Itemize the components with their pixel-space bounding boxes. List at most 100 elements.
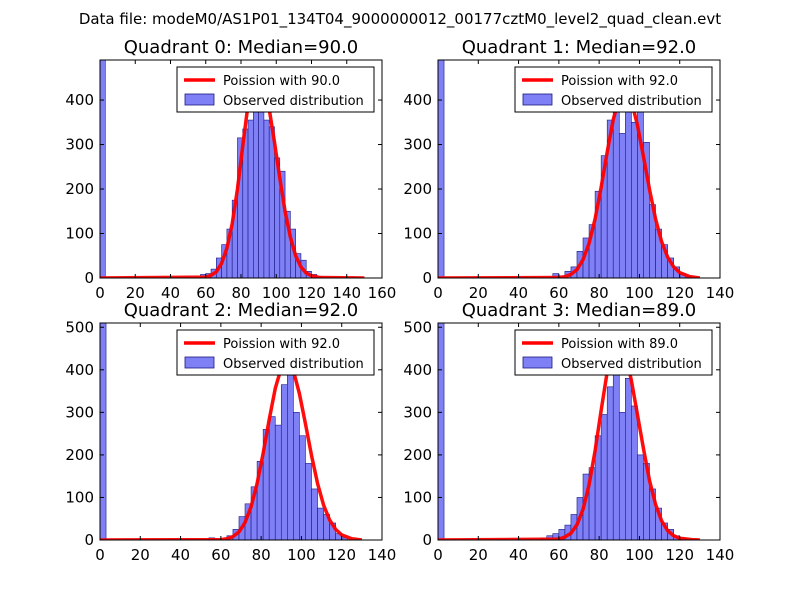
- y-tick-label: 100: [65, 225, 94, 243]
- histogram-bar: [317, 507, 324, 540]
- x-tick-label: 40: [171, 546, 190, 564]
- y-tick-label: 400: [65, 361, 94, 379]
- x-tick-label: 40: [509, 284, 528, 302]
- x-tick-label: 80: [590, 546, 609, 564]
- y-tick-label: 0: [422, 531, 432, 549]
- x-tick-label: 80: [252, 546, 271, 564]
- y-tick-label: 100: [65, 488, 94, 506]
- histogram-bar: [100, 323, 107, 540]
- x-tick-label: 140: [368, 546, 397, 564]
- y-tick-label: 200: [65, 446, 94, 464]
- figure-suptitle: Data file: modeM0/AS1P01_134T04_90000000…: [79, 10, 721, 29]
- legend-label-poisson: Poission with 92.0: [561, 74, 678, 89]
- y-tick-label: 200: [403, 446, 432, 464]
- x-tick-label: 100: [262, 284, 291, 302]
- histogram-bar: [631, 405, 638, 540]
- quadrant-2-panel: 0 20 40 60 80 100 120 140 0 100 200 300 400 500 Quadra…: [65, 300, 396, 564]
- histogram-bar: [618, 412, 626, 540]
- histogram-bar: [438, 60, 445, 278]
- legend-label-observed: Observed distribution: [561, 94, 702, 109]
- histogram-bar: [438, 323, 445, 540]
- y-tick-label: 0: [422, 269, 432, 287]
- histogram-bar: [600, 414, 608, 540]
- quadrant-0-panel: 0 20 40 60 80 100 120 140 160 0 100 200 300 400 Quadra…: [65, 37, 396, 302]
- x-tick-label: 80: [590, 284, 609, 302]
- y-tick-label: 500: [403, 318, 432, 336]
- histogram-bar: [287, 369, 294, 540]
- legend-bar-swatch: [184, 93, 215, 106]
- y-tick-label: 300: [65, 403, 94, 421]
- x-tick-label: 60: [211, 546, 230, 564]
- legend: Poission with 90.0 Observed distribution: [176, 66, 375, 113]
- histogram-bar: [247, 119, 254, 278]
- x-tick-label: 100: [625, 546, 654, 564]
- x-tick-label: 0: [95, 284, 105, 302]
- legend-bar-swatch: [184, 356, 215, 369]
- y-tick-label: 400: [403, 91, 432, 109]
- y-tick-label: 300: [65, 136, 94, 154]
- y-tick-label: 400: [65, 91, 94, 109]
- x-tick-label: 40: [509, 546, 528, 564]
- x-tick-label: 140: [706, 284, 735, 302]
- x-tick-label: 60: [549, 546, 568, 564]
- x-tick-label: 140: [332, 284, 361, 302]
- x-tick-label: 120: [297, 284, 326, 302]
- histogram-bar: [637, 454, 644, 540]
- legend-label-observed: Observed distribution: [223, 357, 364, 372]
- legend-bar-swatch: [522, 356, 553, 369]
- x-tick-label: 60: [549, 284, 568, 302]
- y-tick-label: 400: [403, 361, 432, 379]
- legend-label-observed: Observed distribution: [223, 94, 364, 109]
- histogram-bar: [631, 121, 638, 278]
- y-tick-label: 300: [403, 403, 432, 421]
- axes-frame: [99, 322, 383, 541]
- histogram-bar: [274, 424, 282, 540]
- histogram-bar: [258, 104, 265, 278]
- x-tick-label: 20: [126, 284, 145, 302]
- histogram-bar: [625, 378, 632, 540]
- histogram-bar: [100, 60, 106, 278]
- quadrant-0-title: Quadrant 0: Median=90.0: [124, 37, 359, 58]
- x-tick-label: 60: [196, 284, 215, 302]
- histogram-bar: [612, 360, 620, 540]
- legend: Poission with 92.0 Observed distribution: [514, 66, 713, 113]
- legend: Poission with 89.0 Observed distribution: [514, 329, 713, 376]
- y-tick-label: 200: [65, 180, 94, 198]
- histogram-bar: [299, 435, 306, 540]
- legend: Poission with 92.0 Observed distribution: [176, 329, 375, 376]
- x-tick-label: 20: [131, 546, 150, 564]
- histogram-bar: [280, 384, 288, 540]
- quadrant-3-panel: 0 20 40 60 80 100 120 140 0 100 200 300 400 500 Quadra…: [403, 300, 734, 564]
- histogram-bar: [268, 126, 275, 278]
- quadrant-1-panel: 0 20 40 60 80 100 120 140 0 100 200 300 400 Quadrant …: [403, 37, 734, 302]
- y-tick-label: 0: [84, 531, 94, 549]
- y-tick-label: 0: [84, 269, 94, 287]
- x-tick-label: 0: [433, 546, 443, 564]
- histogram-bar: [606, 386, 614, 540]
- legend-bar-swatch: [522, 93, 553, 106]
- x-tick-label: 120: [665, 284, 694, 302]
- histogram-bar: [268, 416, 276, 540]
- x-tick-label: 20: [469, 546, 488, 564]
- y-tick-label: 200: [403, 180, 432, 198]
- histogram-bar: [612, 99, 620, 278]
- x-tick-label: 100: [287, 546, 316, 564]
- histogram-bar: [263, 119, 270, 278]
- x-tick-label: 120: [327, 546, 356, 564]
- legend-label-poisson: Poission with 92.0: [223, 337, 340, 352]
- quadrant-2-title: Quadrant 2: Median=92.0: [124, 300, 359, 321]
- x-tick-label: 0: [433, 284, 443, 302]
- histogram-bar: [253, 90, 259, 278]
- histogram-bar: [618, 133, 626, 278]
- x-tick-label: 40: [161, 284, 180, 302]
- x-tick-label: 160: [368, 284, 397, 302]
- quadrant-1-title: Quadrant 1: Median=92.0: [462, 37, 697, 58]
- quadrant-3-title: Quadrant 3: Median=89.0: [462, 300, 697, 321]
- y-tick-label: 100: [403, 488, 432, 506]
- legend-label-poisson: Poission with 90.0: [223, 74, 340, 89]
- histogram-bar: [311, 488, 318, 540]
- y-tick-label: 500: [65, 318, 94, 336]
- x-tick-label: 20: [469, 284, 488, 302]
- x-tick-label: 0: [95, 546, 105, 564]
- x-tick-label: 80: [231, 284, 250, 302]
